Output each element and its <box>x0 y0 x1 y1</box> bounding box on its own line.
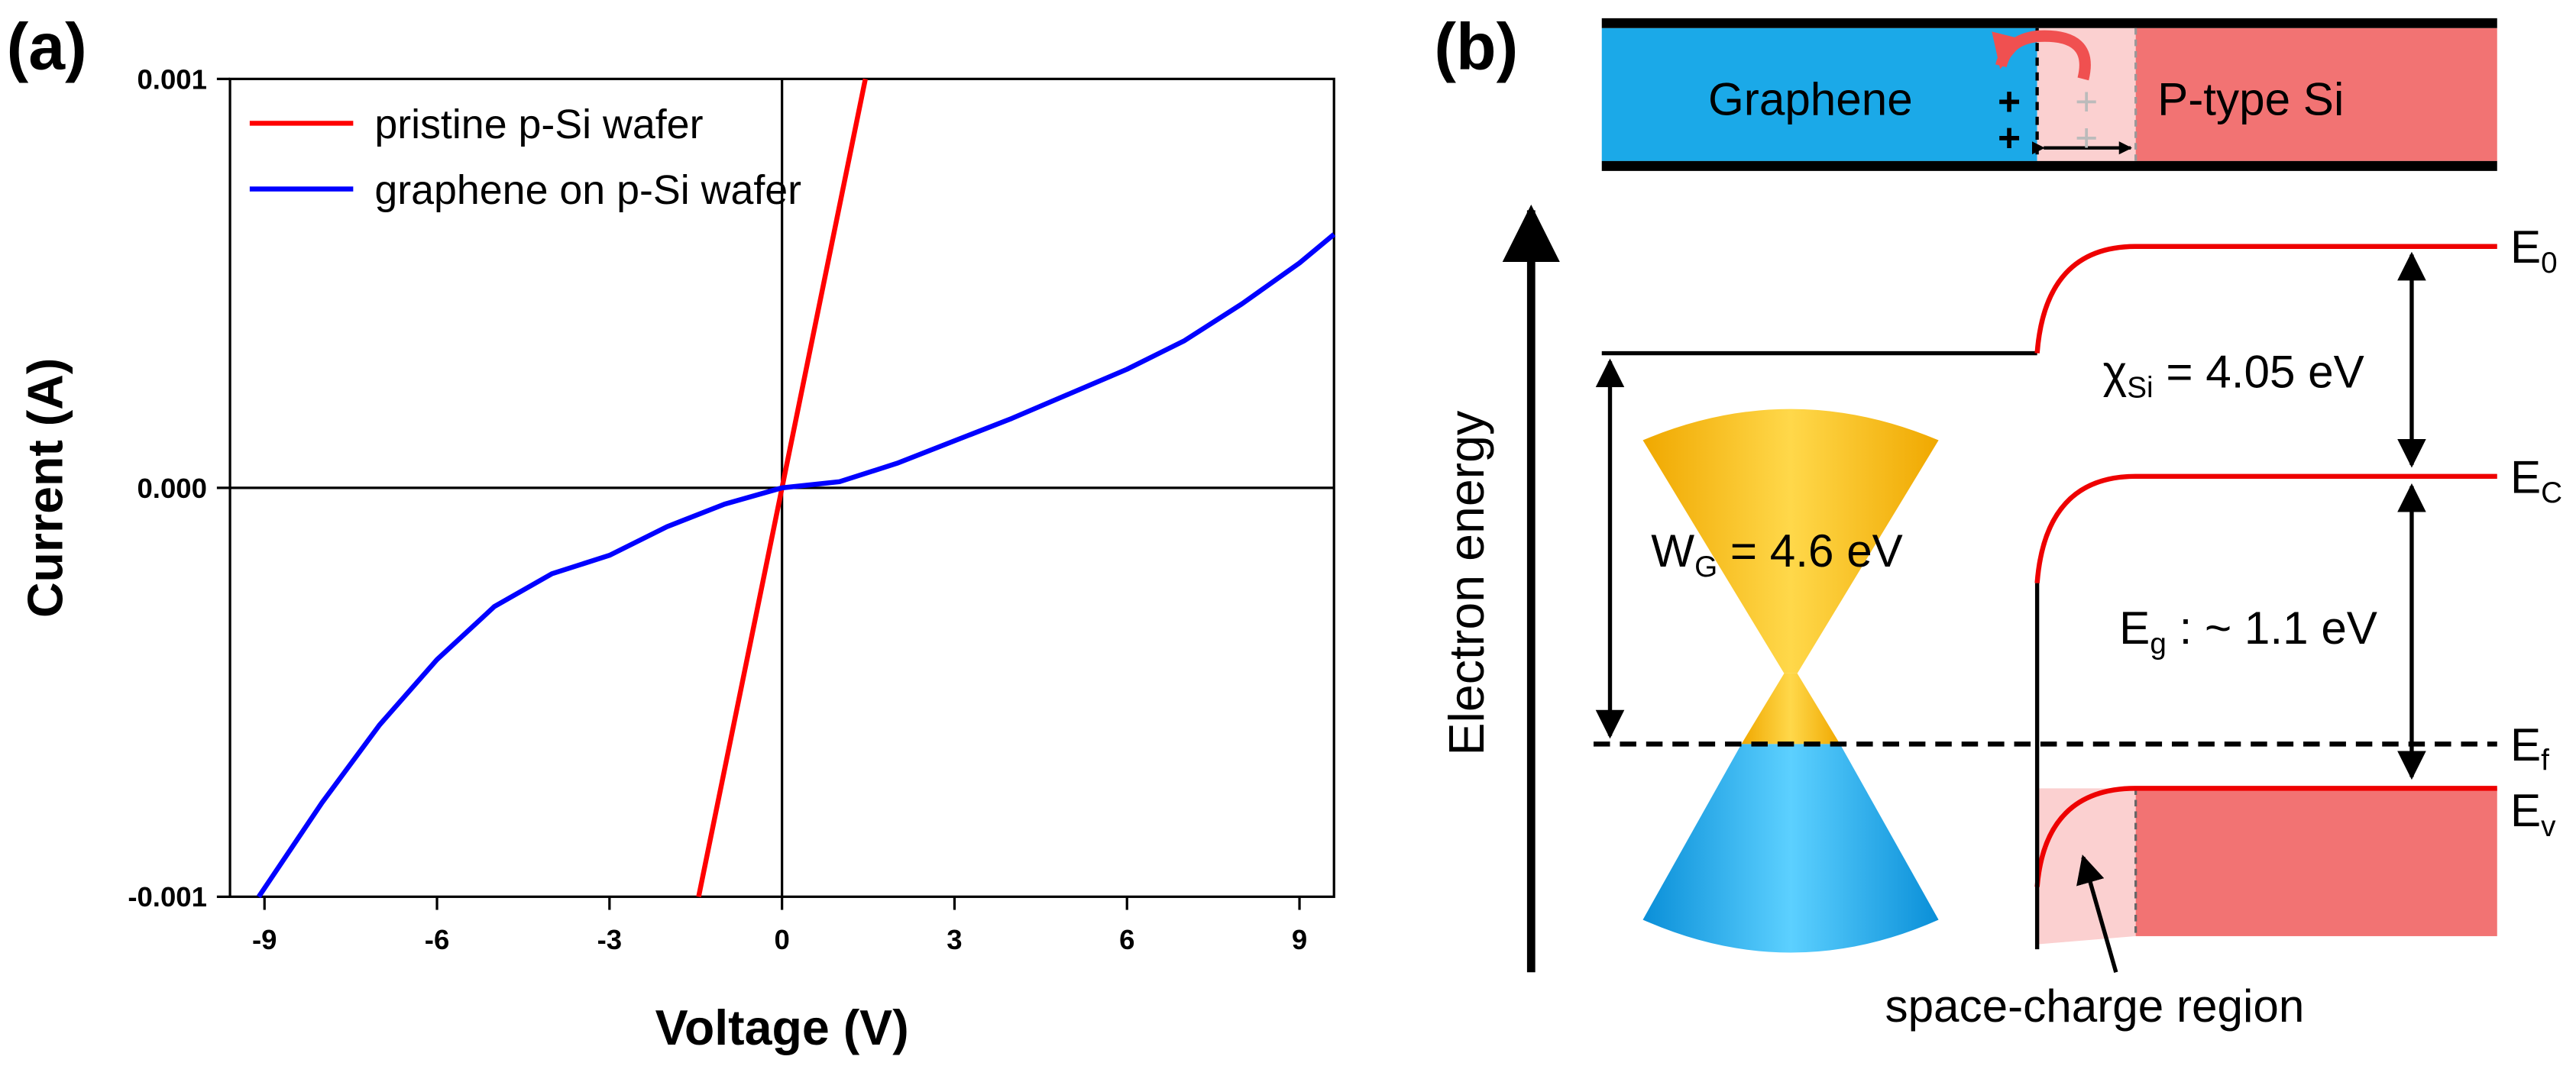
si-block <box>2135 27 2497 161</box>
vacuum-level <box>2034 244 2497 354</box>
x-axis-label: Voltage (V) <box>655 1000 909 1055</box>
charge-arrow <box>1992 30 2091 81</box>
lower-cone <box>1642 744 1939 953</box>
y-tick-label: -0.001 <box>128 881 207 913</box>
valence-area <box>2135 788 2497 936</box>
x-tick-label: 3 <box>947 924 962 955</box>
valence-band <box>2034 786 2497 887</box>
ev-label: Ev <box>2510 784 2556 843</box>
y-tick-label: 0.001 <box>137 63 206 95</box>
e0-label: E0 <box>2510 221 2558 279</box>
y-tick-label: 0.000 <box>137 473 206 504</box>
chart-a: (a) Voltage (V) Current (A) -9 -6 -3 0 3 6 9 -0… <box>7 10 1336 1055</box>
plus: + <box>1998 115 2021 160</box>
graphene-block <box>1601 27 2037 161</box>
panel-label: (b) <box>1434 10 1518 83</box>
data-line <box>257 232 1336 899</box>
x-tick-label: -6 <box>425 924 450 955</box>
wg-label: WG = 4.6 eV <box>1651 525 1903 583</box>
x-tick-label: 0 <box>774 924 789 955</box>
filled-cone <box>1741 673 1840 745</box>
region-label: space-charge region <box>1885 980 2304 1032</box>
graphene-label: Graphene <box>1708 73 1913 125</box>
x-tick-label: -3 <box>597 924 623 955</box>
y-axis-label: Current (A) <box>18 358 73 618</box>
ec-label: EC <box>2510 451 2562 509</box>
chi-label: χSi = 4.05 eV <box>2103 346 2364 405</box>
x-tick-label: 9 <box>1292 924 1307 955</box>
legend-label: pristine p-Si wafer <box>374 102 703 147</box>
panel-label: (a) <box>7 10 87 83</box>
eg-label: Eg : ~ 1.1 eV <box>2119 602 2377 661</box>
legend-label: graphene on p-Si wafer <box>374 167 801 213</box>
x-tick-label: -9 <box>252 924 277 955</box>
energy-axis-label: Electron energy <box>1439 410 1494 756</box>
upper-cone <box>1642 409 1939 674</box>
plus: + <box>2075 115 2098 160</box>
conduction-band <box>2034 473 2497 583</box>
diagram-b: (b) Graphene P-type Si + + + + Electron … <box>1434 10 2562 1031</box>
x-tick-label: 6 <box>1119 924 1134 955</box>
ef-label: Ef <box>2510 719 2549 777</box>
plus: + <box>1998 79 2021 124</box>
si-label: P-type Si <box>2157 73 2344 125</box>
plus: + <box>2075 79 2098 124</box>
region-arrow <box>2076 854 2118 973</box>
